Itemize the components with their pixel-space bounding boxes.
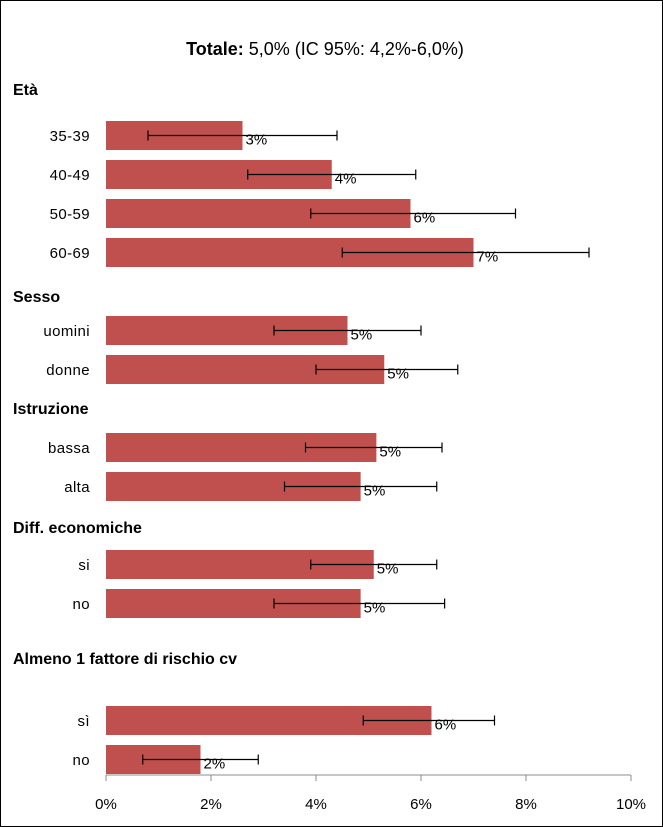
category-label: alta [64,479,90,496]
bar-row: alta 5% [64,472,438,501]
group-label: Diff. economiche [13,520,142,537]
bar-row: 40-49 4% [50,160,417,189]
category-label: sì [78,713,90,730]
chart-title: Totale: 5,0% (IC 95%: 4,2%-6,0%) [186,39,464,59]
x-tick-label: 4% [305,796,327,813]
x-tick-label: 10% [616,796,646,813]
group-label: Sesso [13,289,60,306]
bar-row: 60-69 7% [50,238,590,267]
category-label: bassa [48,440,90,457]
plot-area: Età 35-39 3% 40-49 4% 50-59 6% 60-69 7% Sesso uomi… [13,82,646,813]
category-label: 60-69 [50,245,90,262]
category-label: 35-39 [50,128,90,145]
data-label: 5% [364,483,386,500]
bar-row: 35-39 3% [50,121,338,150]
category-label: 40-49 [50,167,90,184]
category-label: 50-59 [50,206,90,223]
group-2: Istruzione bassa 5% alta 5% [13,401,443,501]
group-label: Almeno 1 fattore di rischio cv [13,651,237,668]
data-label: 6% [435,717,457,734]
data-label: 7% [477,249,499,266]
group-label: Istruzione [13,401,89,418]
chart-title-bold: Totale: [186,39,244,59]
data-label: 3% [246,132,268,149]
bar-row: no 5% [73,589,446,618]
x-tick-label: 0% [95,796,117,813]
chart-title-rest: 5,0% (IC 95%: 4,2%-6,0%) [244,39,464,59]
x-tick-label: 6% [410,796,432,813]
data-label: 2% [204,756,226,773]
x-axis: 0% 2% 4% 6% 8% 10% [95,774,646,813]
bar-row: donne 5% [46,355,459,384]
bar-row: si 5% [78,550,438,579]
data-label: 5% [364,600,386,617]
data-label: 5% [387,366,409,383]
data-label: 6% [414,210,436,227]
group-3: Diff. economiche si 5% no 5% [13,520,446,618]
bar-row: bassa 5% [48,433,443,462]
x-tick-label: 8% [515,796,537,813]
data-label: 5% [377,561,399,578]
data-label: 4% [335,171,357,188]
group-1: Sesso uomini 5% donne 5% [13,289,459,384]
group-4: Almeno 1 fattore di rischio cv sì 6% no 2% [13,651,496,774]
category-label: uomini [43,323,90,340]
bar-row: no 2% [73,745,259,774]
category-label: no [73,596,91,613]
bar-row: 50-59 6% [50,199,517,228]
x-tick-label: 2% [200,796,222,813]
data-label: 5% [379,444,401,461]
category-label: si [78,557,90,574]
category-label: donne [46,362,90,379]
bar-row: sì 6% [78,706,496,735]
group-0: Età 35-39 3% 40-49 4% 50-59 6% 60-69 7% [13,82,590,267]
group-label: Età [13,82,38,99]
data-label: 5% [351,327,373,344]
bar-row: uomini 5% [43,316,422,345]
category-label: no [73,752,91,769]
